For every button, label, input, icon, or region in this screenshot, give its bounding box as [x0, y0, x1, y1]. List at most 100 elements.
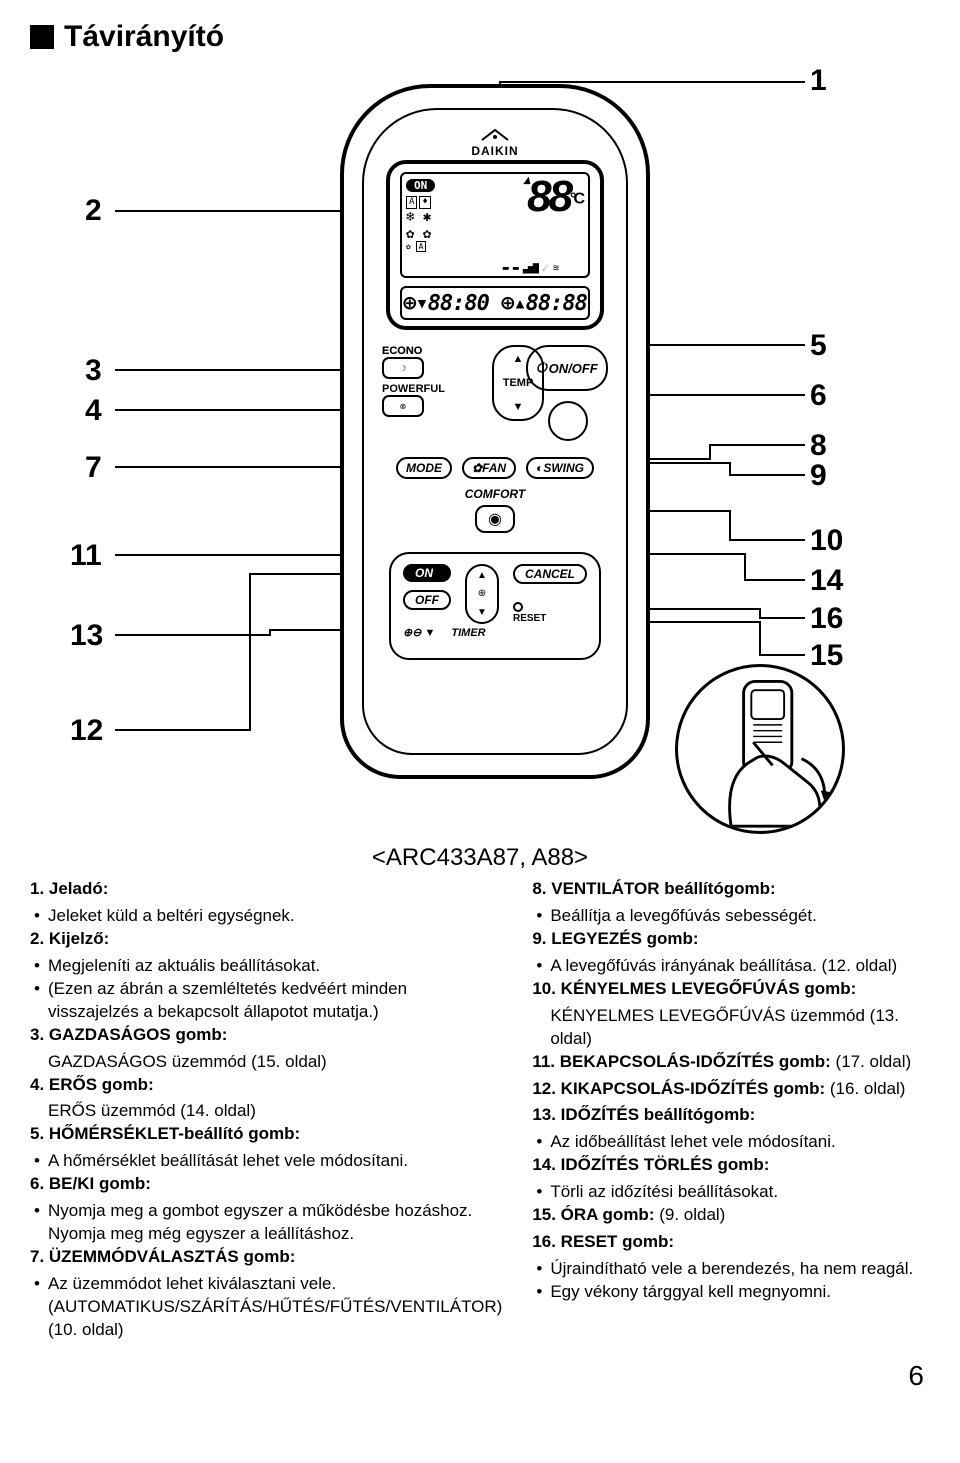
right-column: 8. VENTILÁTOR beállítógomb: Beállítja a l…: [532, 878, 930, 1342]
timer-off-button: OFF: [403, 590, 451, 610]
description-bullet: Nyomja meg a gombot egyszer a működésbe …: [30, 1200, 502, 1246]
page-number: 6: [30, 1360, 930, 1392]
triangle-up-icon: ▲: [477, 570, 487, 581]
description-entry: 16. RESET gomb:: [532, 1231, 930, 1254]
brand-text: DAIKIN: [471, 144, 518, 158]
callout-15: 15: [810, 639, 843, 673]
callout-13: 13: [70, 619, 103, 653]
reset-group: RESET: [513, 602, 546, 624]
callout-2: 2: [85, 194, 102, 228]
mode-row: MODE ✿FAN ◐SWING: [382, 457, 608, 479]
callout-9: 9: [810, 459, 827, 493]
swing-button: ◐SWING: [526, 457, 594, 479]
brand-area: DAIKIN: [364, 128, 626, 158]
timer-updown-button: ▲ ⊕ ▼: [465, 564, 499, 624]
description-entry: 13. IDŐZÍTÉS beállítógomb:: [532, 1104, 930, 1127]
title-bullet-square: [30, 25, 54, 49]
powerful-label: POWERFUL: [382, 383, 445, 395]
econo-button: ☽: [382, 357, 424, 379]
description-bullet: Az időbeállítást lehet vele módosítani.: [532, 1131, 930, 1154]
moon-icon: ☽: [399, 364, 406, 373]
description-entry: 1. Jeladó:: [30, 878, 502, 901]
description-entry: 7. ÜZEMMÓDVÁLASZTÁS gomb:: [30, 1246, 502, 1269]
callout-6: 6: [810, 379, 827, 413]
comfort-button: ◉: [475, 505, 515, 533]
lcd-timer-display: ⊕▾88:80 ⊕▴88:88: [400, 286, 590, 320]
person-icon: ◉: [488, 509, 502, 529]
description-entry: 2. Kijelző:: [30, 928, 502, 951]
description-bullet: Egy vékony tárggyal kell megnyomni.: [532, 1281, 930, 1304]
description-entry: 15. ÓRA gomb: (9. oldal): [532, 1204, 930, 1227]
description-bullet: Törli az időzítési beállításokat.: [532, 1181, 930, 1204]
description-entry: 8. VENTILÁTOR beállítógomb:: [532, 878, 930, 901]
description-entry: 10. KÉNYELMES LEVEGŐFÚVÁS gomb:: [532, 978, 930, 1001]
callout-1: 1: [810, 64, 827, 98]
reset-dot-icon: [513, 602, 523, 612]
callout-14: 14: [810, 564, 843, 598]
triangle-down-icon: ▼: [513, 401, 524, 413]
reset-label: RESET: [513, 613, 546, 624]
description-entry: 11. BEKAPCSOLÁS-IDŐZÍTÉS gomb: (17. olda…: [532, 1051, 930, 1074]
brand-logo-icon: [480, 128, 510, 142]
description-line: ERŐS üzemmód (14. oldal): [30, 1100, 502, 1123]
econo-label2: ECONO: [382, 345, 445, 357]
clock-icon: ⊕: [478, 588, 486, 599]
mode-button: MODE: [396, 457, 452, 479]
description-entry: 3. GAZDASÁGOS gomb:: [30, 1024, 502, 1047]
description-entry: 6. BE/KI gomb:: [30, 1173, 502, 1196]
comfort-label: COMFORT: [382, 487, 608, 501]
triangle-up-icon: ▲: [513, 353, 524, 365]
description-columns: 1. Jeladó: Jeleket küld a beltéri egységn…: [30, 878, 930, 1342]
lcd-bars: ▬ ▬ ▃▅▇ ☄ ≋: [503, 263, 558, 274]
description-line: GAZDASÁGOS üzemmód (15. oldal): [30, 1051, 502, 1074]
powerful-button: ⊗: [382, 395, 424, 417]
callout-11: 11: [70, 539, 102, 573]
left-column: 1. Jeladó: Jeleket küld a beltéri egységn…: [30, 878, 502, 1342]
hand-icon: [678, 667, 842, 831]
hand-illustration: [675, 664, 845, 834]
description-entry: 4. ERŐS gomb:: [30, 1074, 502, 1097]
description-bullet: Újraindítható vele a berendezés, ha nem …: [532, 1258, 930, 1281]
power-icon: ⏻: [536, 360, 546, 376]
timer-on-button: ON: [403, 564, 451, 582]
description-line: KÉNYELMES LEVEGŐFÚVÁS üzemmód (13. oldal…: [532, 1005, 930, 1051]
description-bullet: A levegőfúvás irányának beállítása. (12.…: [532, 955, 930, 978]
description-bullet: (Ezen az ábrán a szemléltetés kedvéért m…: [30, 978, 502, 1024]
remote-inner-frame: DAIKIN ON ▴88°C A♦ ❄ ✱ ✿ ✿ ✿ A ▬ ▬ ▃▅▇ ☄…: [362, 108, 628, 755]
button-area: ECONO ECONO ☽ POWERFUL ⊗ ▲ TEMP ▼: [382, 345, 608, 363]
description-bullet: A hőmérséklet beállítását lehet vele mód…: [30, 1150, 502, 1173]
lcd-on-badge: ON: [406, 179, 435, 192]
callout-4: 4: [85, 394, 102, 428]
bolt-icon: ⊗: [400, 402, 407, 411]
lcd-screen: ON ▴88°C A♦ ❄ ✱ ✿ ✿ ✿ A ▬ ▬ ▃▅▇ ☄ ≋ ⊕▾88…: [386, 160, 604, 330]
onoff-label: ON/OFF: [549, 361, 598, 376]
remote-diagram: 1 2 3 4 5 6 7 8 9 10 11 12 13 14 15 16 D…: [30, 64, 930, 824]
model-code: <ARC433A87, A88>: [30, 844, 930, 872]
lcd-main-area: ON ▴88°C A♦ ❄ ✱ ✿ ✿ ✿ A ▬ ▬ ▃▅▇ ☄ ≋: [400, 172, 590, 278]
callout-12: 12: [70, 714, 103, 748]
aux-circle-button: [548, 401, 588, 441]
lcd-temperature-reading: ▴88°C: [524, 172, 582, 222]
description-entry: 9. LEGYEZÉS gomb:: [532, 928, 930, 951]
lcd-mode-icons: A♦ ❄ ✱ ✿ ✿ ✿ A: [406, 196, 431, 252]
callout-16: 16: [810, 602, 843, 636]
description-entry: 5. HŐMÉRSÉKLET-beállító gomb:: [30, 1123, 502, 1146]
battery-icon: ⊕⊖ ▼: [403, 626, 435, 639]
callout-5: 5: [810, 329, 827, 363]
triangle-down-icon: ▼: [477, 607, 487, 618]
description-entry: 14. IDŐZÍTÉS TÖRLÉS gomb:: [532, 1154, 930, 1177]
title-row: Távirányító: [30, 20, 930, 54]
description-bullet: Beállítja a levegőfúvás sebességét.: [532, 905, 930, 928]
description-bullet: Megjeleníti az aktuális beállításokat.: [30, 955, 502, 978]
callout-7: 7: [85, 451, 102, 485]
fan-button: ✿FAN: [462, 457, 516, 479]
timer-label: TIMER: [451, 627, 485, 639]
callout-8: 8: [810, 429, 827, 463]
cancel-button: CANCEL: [513, 564, 587, 584]
remote-body: DAIKIN ON ▴88°C A♦ ❄ ✱ ✿ ✿ ✿ A ▬ ▬ ▃▅▇ ☄…: [340, 84, 650, 779]
description-bullet: Az üzemmódot lehet kiválasztani vele. (A…: [30, 1273, 502, 1342]
description-bullet: Jeleket küld a beltéri egységnek.: [30, 905, 502, 928]
description-entry: 12. KIKAPCSOLÁS-IDŐZÍTÉS gomb: (16. olda…: [532, 1078, 930, 1101]
callout-3: 3: [85, 354, 102, 388]
page-title: Távirányító: [64, 20, 224, 54]
